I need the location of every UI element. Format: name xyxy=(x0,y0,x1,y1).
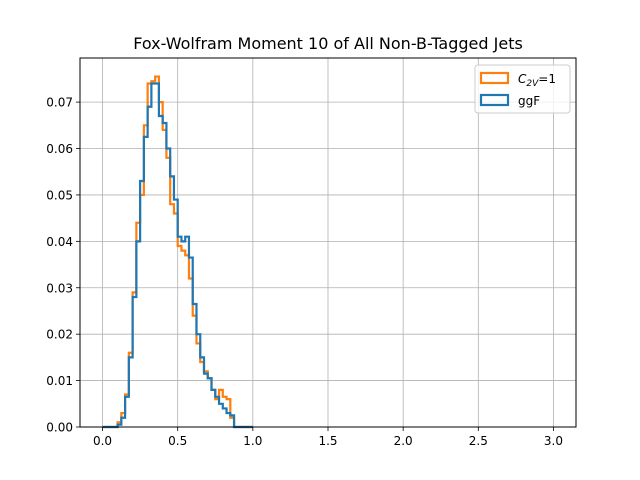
x-tick-label: 1.0 xyxy=(243,434,262,448)
x-tick-label: 2.0 xyxy=(394,434,413,448)
x-tick-label: 0.5 xyxy=(168,434,187,448)
legend-swatch-c2v1 xyxy=(479,71,510,85)
y-tick-label: 0.03 xyxy=(46,281,73,295)
histogram-series-ggf xyxy=(102,82,253,429)
y-tick-label: 0.05 xyxy=(46,188,73,202)
y-tick-label: 0.00 xyxy=(46,421,73,435)
y-tick-label: 0.06 xyxy=(46,142,73,156)
legend-label-ggf: ggF xyxy=(518,94,540,108)
plot-area: 0.0 0.5 1.0 1.5 2.0 2.5 3.0 0.00 0.01 0.02 0.03 0.0… xyxy=(46,57,577,448)
x-tick-label: 2.5 xyxy=(469,434,488,448)
y-tick-label: 0.07 xyxy=(46,96,73,110)
y-tick-label: 0.01 xyxy=(46,374,73,388)
x-tick-label: 3.0 xyxy=(544,434,563,448)
legend-swatch-ggf xyxy=(479,93,510,107)
legend-label-c2v1: C2V=1 xyxy=(518,72,556,89)
y-tick-label: 0.02 xyxy=(46,328,73,342)
y-tick-label: 0.04 xyxy=(46,235,73,249)
legend: C2V=1 ggF xyxy=(474,64,571,114)
legend-box xyxy=(474,64,571,114)
x-tick-label: 1.5 xyxy=(318,434,337,448)
x-tick-label: 0.0 xyxy=(93,434,112,448)
chart-title: Fox-Wolfram Moment 10 of All Non-B-Tagge… xyxy=(133,34,523,53)
